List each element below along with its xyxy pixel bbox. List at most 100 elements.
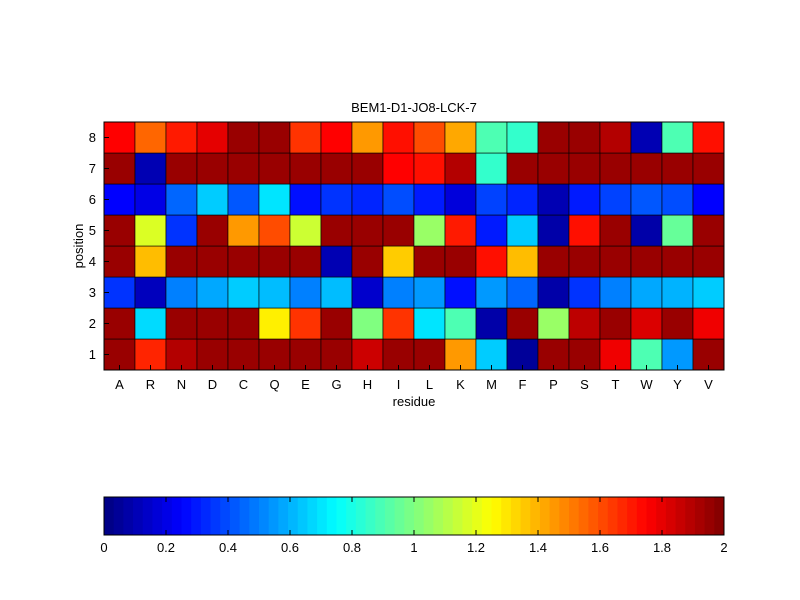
colorbar-band: [239, 497, 250, 535]
y-tick-label: 8: [89, 130, 96, 145]
heatmap-cell-8-M: [475, 121, 508, 154]
heatmap-cell-4-Q: [258, 245, 291, 278]
x-tick-label: Q: [269, 377, 279, 392]
x-tick-label: G: [331, 377, 341, 392]
colorbar-band: [414, 497, 425, 535]
heatmap-cell-6-M: [475, 183, 508, 216]
heatmap-cell-6-I: [382, 183, 415, 216]
heatmap-cell-6-W: [630, 183, 663, 216]
heatmap-cell-8-S: [568, 121, 601, 154]
colorbar-band: [181, 497, 192, 535]
colorbar-band: [249, 497, 260, 535]
heatmap-cell-3-T: [599, 276, 632, 309]
heatmap-cell-6-P: [537, 183, 570, 216]
y-axis-label: position: [71, 224, 86, 269]
colorbar-band: [549, 497, 560, 535]
colorbar-band: [559, 497, 570, 535]
heatmap-cell-6-C: [227, 183, 260, 216]
colorbar-band: [210, 497, 221, 535]
heatmap-cell-2-A: [103, 307, 136, 340]
colorbar-tick-label: 0: [100, 540, 107, 555]
heatmap-cell-4-D: [196, 245, 229, 278]
heatmap-cell-6-G: [320, 183, 353, 216]
colorbar-band: [162, 497, 173, 535]
heatmap-cell-8-Q: [258, 121, 291, 154]
colorbar-band: [501, 497, 512, 535]
heatmap-cell-6-N: [165, 183, 198, 216]
heatmap-cell-1-Y: [661, 338, 694, 371]
heatmap-cell-5-G: [320, 214, 353, 247]
colorbar-band: [694, 497, 706, 535]
heatmap-cell-2-D: [196, 307, 229, 340]
heatmap-cell-6-K: [444, 183, 477, 216]
x-tick-label: K: [456, 377, 465, 392]
heatmap-cell-8-H: [351, 121, 384, 154]
heatmap-cell-8-C: [227, 121, 260, 154]
heatmap-cell-2-G: [320, 307, 353, 340]
colorbar-band: [607, 497, 618, 535]
heatmap-cell-8-L: [413, 121, 446, 154]
heatmap-cell-4-M: [475, 245, 508, 278]
heatmap-cell-3-S: [568, 276, 601, 309]
x-tick-label: I: [397, 377, 401, 392]
heatmap-cell-8-K: [444, 121, 477, 154]
heatmap-cell-3-W: [630, 276, 663, 309]
heatmap-cell-2-V: [692, 307, 725, 340]
heatmap-cell-3-K: [444, 276, 477, 309]
heatmap-cell-2-C: [227, 307, 260, 340]
heatmap-cell-6-E: [289, 183, 322, 216]
colorbar-band: [617, 497, 628, 535]
heatmap-cell-6-S: [568, 183, 601, 216]
colorbar-band: [452, 497, 463, 535]
colorbar-band: [656, 497, 667, 535]
colorbar-band: [481, 497, 492, 535]
colorbar-band: [278, 497, 289, 535]
heatmap-cell-5-N: [165, 214, 198, 247]
heatmap-cells: [103, 121, 725, 371]
x-tick-label: L: [426, 377, 433, 392]
heatmap-cell-7-V: [692, 152, 725, 185]
x-tick-label: T: [612, 377, 620, 392]
heatmap-cell-3-P: [537, 276, 570, 309]
colorbar-tick-label: 0.8: [343, 540, 361, 555]
heatmap-cell-4-V: [692, 245, 725, 278]
heatmap-cell-5-S: [568, 214, 601, 247]
colorbar-tick-label: 1.4: [529, 540, 547, 555]
colorbar-tick-label: 1.8: [653, 540, 671, 555]
colorbar-band: [259, 497, 270, 535]
heatmap-cell-2-T: [599, 307, 632, 340]
colorbar-band: [520, 497, 531, 535]
heatmap-cell-2-I: [382, 307, 415, 340]
heatmap-cell-8-D: [196, 121, 229, 154]
x-tick-label: P: [549, 377, 558, 392]
heatmap-cell-2-S: [568, 307, 601, 340]
x-tick-label: A: [115, 377, 124, 392]
heatmap-cell-3-G: [320, 276, 353, 309]
colorbar-band: [491, 497, 502, 535]
heatmap-cell-3-N: [165, 276, 198, 309]
heatmap-cell-7-T: [599, 152, 632, 185]
colorbar-band: [530, 497, 541, 535]
heatmap-cell-7-W: [630, 152, 663, 185]
heatmap-cell-1-V: [692, 338, 725, 371]
heatmap-cell-6-Q: [258, 183, 291, 216]
colorbar-band: [433, 497, 444, 535]
heatmap-cell-2-H: [351, 307, 384, 340]
colorbar-band: [133, 497, 144, 535]
heatmap-cell-7-L: [413, 152, 446, 185]
x-axis-label: residue: [393, 394, 436, 409]
heatmap-cell-3-C: [227, 276, 260, 309]
colorbar-band: [404, 497, 415, 535]
colorbar-tick-label: 0.4: [219, 540, 237, 555]
heatmap-cell-6-V: [692, 183, 725, 216]
heatmap-cell-3-M: [475, 276, 508, 309]
heatmap-cell-1-S: [568, 338, 601, 371]
colorbar-band: [336, 497, 347, 535]
colorbar-band: [588, 497, 599, 535]
colorbar-band: [346, 497, 357, 535]
colorbar-tick-label: 1.2: [467, 540, 485, 555]
heatmap-cell-4-T: [599, 245, 632, 278]
heatmap-cell-7-N: [165, 152, 198, 185]
heatmap-cell-4-R: [134, 245, 167, 278]
y-tick-label: 5: [89, 223, 96, 238]
